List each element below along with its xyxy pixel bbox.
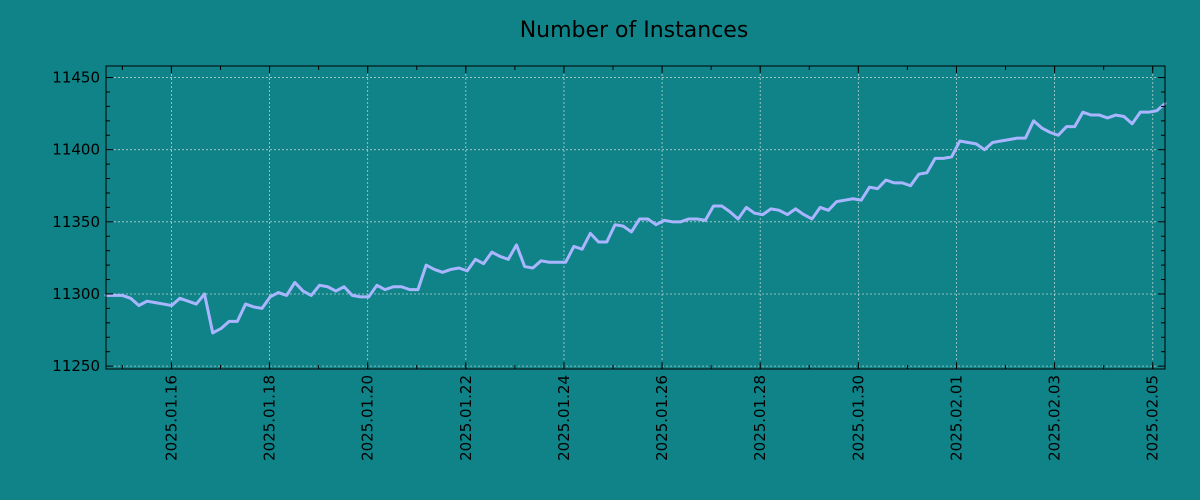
- x-tick-label: 2025.02.03: [1046, 375, 1064, 461]
- y-tick-label: 11300: [52, 285, 100, 303]
- x-tick-label: 2025.01.22: [457, 375, 475, 461]
- chart-title: Number of Instances: [520, 18, 749, 43]
- series-layer: [104, 102, 1167, 335]
- x-tick-label: 2025.01.16: [162, 375, 180, 461]
- x-axis-labels: 2025.01.16 2025.01.18 2025.01.20 2025.01.22…: [162, 375, 1161, 461]
- x-tick-label: 2025.01.24: [555, 375, 573, 461]
- grid: [106, 66, 1165, 369]
- x-tick-label: 2025.01.18: [261, 375, 279, 461]
- x-tick-label: 2025.01.28: [751, 375, 769, 461]
- x-tick-label: 2025.01.20: [359, 375, 377, 461]
- y-tick-label: 11350: [52, 213, 100, 231]
- x-tick-label: 2025.01.26: [653, 375, 671, 461]
- plot-frame: [105, 65, 1166, 370]
- y-tick-label: 11400: [52, 141, 100, 159]
- y-tick-label: 11250: [52, 357, 100, 375]
- y-axis-labels: 11250 11300 11350 11400 11450: [52, 69, 100, 376]
- x-tick-label: 2025.02.01: [947, 375, 965, 461]
- y-tick-label: 11450: [52, 69, 100, 87]
- x-tick-label: 2025.01.30: [849, 375, 867, 461]
- x-tick-label: 2025.02.05: [1144, 375, 1162, 461]
- series-line: [104, 102, 1167, 335]
- axis-ticks: [106, 66, 1165, 369]
